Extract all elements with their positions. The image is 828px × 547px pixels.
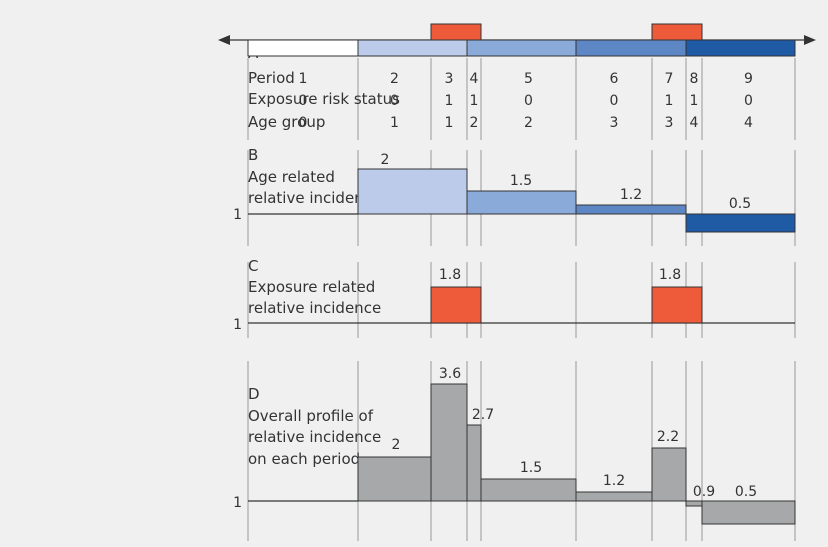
panel-d-letter: D: [248, 385, 260, 403]
overall-ri-label-period-5: 1.5: [520, 460, 542, 476]
period-cell-period-5: 5: [524, 71, 533, 87]
panel-b: B Age related relative incidence 1 2 1.5…: [233, 146, 796, 233]
panel-b-title-line-1: Age related: [248, 168, 335, 186]
age-ri-bar-group-3: [575, 204, 687, 215]
exposure-cell-period-6: 0: [610, 93, 619, 109]
exposure-cell-period-5: 0: [524, 93, 533, 109]
row-label-age-group: Age group: [248, 113, 325, 131]
exposure-ri-bar-2: [651, 286, 703, 324]
overall-ri-label-period-4: 2.7: [472, 407, 494, 423]
period-cell-period-9: 9: [744, 71, 753, 87]
row-label-exposure-status: Exposure risk status: [248, 90, 400, 108]
panel-d-baseline-label: 1: [233, 495, 242, 511]
exposure-cell-period-7: 1: [665, 93, 674, 109]
exposure-ri-label-1: 1.8: [439, 267, 461, 283]
age-ri-bar-group-4: [685, 213, 796, 233]
panel-c-letter: C: [248, 257, 258, 275]
exposure-ri-bar-1: [430, 286, 482, 324]
overall-ri-label-period-9: 0.5: [735, 484, 757, 500]
panel-d-title-line-2: relative incidence: [248, 428, 381, 446]
panel-d-title-line-1: Overall profile of: [248, 407, 374, 425]
period-cell-period-7: 7: [665, 71, 674, 87]
age-bar-group-2: [466, 39, 577, 57]
panel-c: C Exposure related relative incidence 1 …: [233, 257, 795, 333]
panel-c-baseline-label: 1: [233, 317, 242, 333]
timeline-arrow-left-icon: [218, 35, 230, 45]
panel-c-title-line-2: relative incidence: [248, 299, 381, 317]
overall-ri-label-period-3: 3.6: [439, 366, 461, 382]
age-cell-period-1: 0: [299, 115, 308, 131]
exposure-cell-period-3: 1: [445, 93, 454, 109]
overall-ri-label-period-2: 2: [392, 437, 401, 453]
period-cell-period-1: 1: [299, 71, 308, 87]
overall-ri-label-period-7: 2.2: [657, 429, 679, 445]
overall-ri-label-period-8: 0.9: [693, 484, 715, 500]
period-cell-period-4: 4: [470, 71, 479, 87]
exposure-ri-label-2: 1.8: [659, 267, 681, 283]
row-label-period: Period: [248, 69, 295, 87]
age-bar-group-4: [685, 39, 796, 57]
exposure-cell-period-2: 0: [390, 93, 399, 109]
overall-ri-bar-period-3: [430, 383, 468, 502]
age-bar-group-3: [575, 39, 687, 57]
age-cell-period-5: 2: [524, 115, 533, 131]
timeline-arrow-right-icon: [804, 35, 816, 45]
age-ri-bar-group-2: [466, 190, 577, 215]
exposure-cell-period-9: 0: [744, 93, 753, 109]
age-cell-period-6: 3: [610, 115, 619, 131]
age-cell-period-9: 4: [744, 115, 753, 131]
exposure-cell-period-8: 1: [690, 93, 699, 109]
period-cell-period-8: 8: [690, 71, 699, 87]
overall-ri-bar-period-5: [480, 478, 577, 502]
age-ri-label-3: 1.2: [620, 187, 642, 203]
exposure-episode-2: [651, 23, 703, 41]
panel-a: A Period Exposure risk status Age group …: [218, 23, 816, 131]
panel-d-title-line-3: on each period: [248, 450, 360, 468]
overall-ri-bar-period-4: [466, 424, 482, 502]
age-bar-group-0: [247, 39, 359, 57]
overall-ri-bar-period-9: [701, 500, 796, 525]
panel-b-letter: B: [248, 146, 258, 164]
age-ri-bar-group-1: [357, 168, 468, 215]
age-ri-label-1: 2: [381, 152, 390, 168]
overall-ri-bar-period-8: [685, 500, 703, 507]
overall-ri-bar-period-2: [357, 456, 432, 502]
period-cell-period-2: 2: [390, 71, 399, 87]
exposure-cell-period-1: 0: [299, 93, 308, 109]
panel-d: D Overall profile of relative incidence …: [233, 366, 796, 525]
overall-ri-label-period-6: 1.2: [603, 473, 625, 489]
exposure-episode-1: [430, 23, 482, 41]
period-cell-period-6: 6: [610, 71, 619, 87]
age-cell-period-3: 1: [445, 115, 454, 131]
panel-c-title-line-1: Exposure related: [248, 278, 375, 296]
period-cell-period-3: 3: [445, 71, 454, 87]
exposure-cell-period-4: 1: [470, 93, 479, 109]
overall-ri-bar-period-7: [651, 447, 687, 502]
age-cell-period-4: 2: [470, 115, 479, 131]
age-cell-period-7: 3: [665, 115, 674, 131]
panel-b-baseline-label: 1: [233, 207, 242, 223]
age-cell-period-2: 1: [390, 115, 399, 131]
age-bar-group-1: [357, 39, 468, 57]
panel-b-title-line-2: relative incidence: [248, 189, 381, 207]
age-cell-period-8: 4: [690, 115, 699, 131]
age-ri-label-4: 0.5: [729, 196, 751, 212]
overall-ri-bar-period-6: [575, 491, 653, 502]
age-ri-label-2: 1.5: [510, 173, 532, 189]
